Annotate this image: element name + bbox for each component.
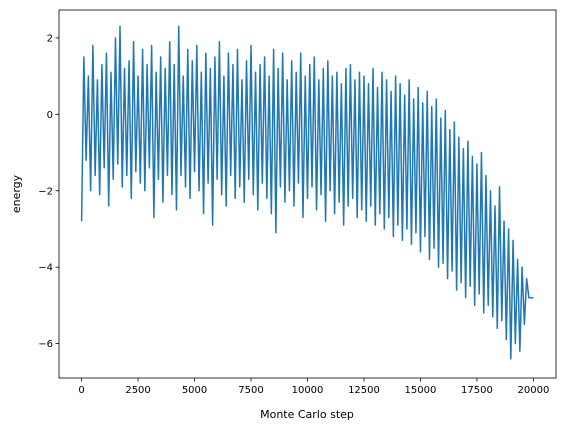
y-tick-label: 0	[47, 110, 53, 121]
y-axis-label: energy	[10, 174, 23, 213]
y-tick-label: −2	[38, 186, 53, 197]
y-tick-label: −6	[38, 339, 53, 350]
x-tick-label: 15000	[405, 385, 437, 396]
x-tick-label: 10000	[292, 385, 324, 396]
x-tick-label: 7500	[238, 385, 263, 396]
x-tick-label: 2500	[125, 385, 150, 396]
x-tick-label: 0	[78, 385, 84, 396]
x-axis-label: Monte Carlo step	[260, 408, 354, 421]
y-tick-label: 2	[47, 33, 53, 44]
y-tick-label: −4	[38, 263, 53, 274]
x-tick-label: 17500	[461, 385, 493, 396]
line	[80, 25, 534, 360]
x-tick-label: 20000	[518, 385, 550, 396]
x-tick-label: 12500	[348, 385, 380, 396]
x-tick-label: 5000	[182, 385, 207, 396]
